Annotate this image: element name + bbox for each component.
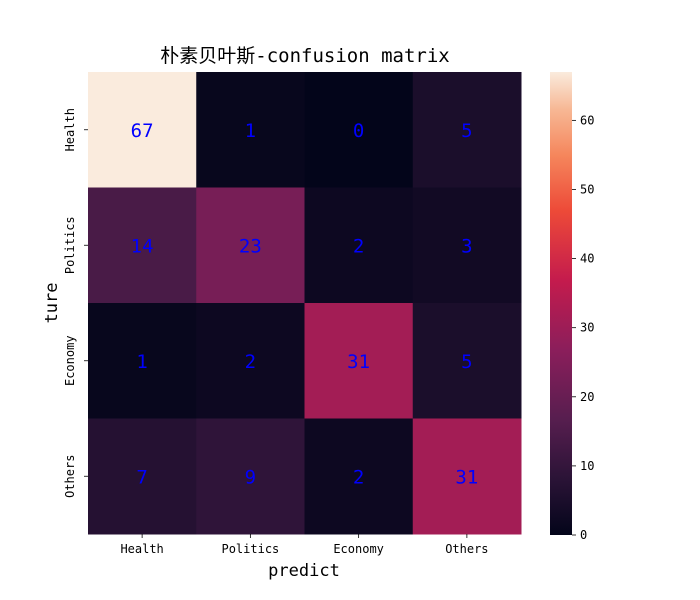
cell-value-2-3: 5	[461, 351, 472, 373]
heatmap-cell-labels: 67 1 0 514 23 2 31 2 31 57 9 2 31	[131, 120, 479, 489]
colorbar-tick-label-5: 50	[580, 182, 594, 196]
heatmap-cell-3-1	[196, 418, 305, 535]
x-axis-label: predict	[268, 561, 340, 581]
colorbar-tick-label-0: 0	[580, 528, 587, 542]
cell-value-0-0: 67	[131, 120, 154, 142]
colorbar-tick-label-4: 40	[580, 252, 594, 266]
heatmap-cells	[88, 72, 522, 535]
x-tick-label-3: Others	[445, 542, 488, 556]
colorbar-tick-label-2: 20	[580, 390, 594, 404]
x-axis-ticks: Health Politics Economy Others	[120, 534, 489, 556]
y-axis-label: ture	[42, 283, 62, 324]
x-tick-label-1: Politics	[221, 542, 279, 556]
heatmap-cell-0-3	[412, 72, 522, 188]
heatmap-cell-2-0	[88, 303, 197, 419]
cell-value-3-0: 7	[136, 466, 147, 488]
heatmap-cell-0-2	[304, 72, 414, 188]
cell-value-1-1: 23	[239, 235, 262, 257]
y-tick-label-2: Economy	[63, 335, 77, 386]
cell-value-0-1: 1	[245, 120, 256, 142]
cell-value-2-2: 31	[347, 351, 370, 373]
cell-value-2-0: 1	[136, 351, 147, 373]
heatmap-cell-1-3	[412, 187, 522, 304]
colorbar-tick-label-6: 60	[580, 113, 594, 127]
heatmap-cell-1-1	[196, 187, 305, 304]
heatmap-cell-2-1	[196, 303, 305, 419]
cell-value-1-0: 14	[131, 235, 154, 257]
y-tick-label-1: Politics	[63, 216, 77, 274]
heatmap-cell-2-3	[412, 303, 522, 419]
heatmap-cell-2-2	[304, 303, 414, 419]
heatmap-cell-0-0	[88, 72, 197, 188]
cell-value-3-3: 31	[455, 466, 478, 488]
cell-value-0-3: 5	[461, 120, 472, 142]
cell-value-2-1: 2	[245, 351, 256, 373]
colorbar	[550, 72, 572, 535]
y-tick-label-0: Health	[63, 108, 77, 151]
heatmap-cell-1-2	[304, 187, 414, 304]
heatmap-cell-3-2	[304, 418, 414, 535]
heatmap-cell-1-0	[88, 187, 197, 304]
x-tick-label-0: Health	[120, 542, 163, 556]
x-tick-label-2: Economy	[333, 542, 384, 556]
chart-title: 朴素贝叶斯-confusion matrix	[160, 45, 449, 67]
cell-value-3-1: 9	[245, 466, 256, 488]
colorbar-tick-label-1: 10	[580, 459, 594, 473]
colorbar-tick-label-3: 30	[580, 321, 594, 335]
cell-value-0-2: 0	[353, 120, 364, 142]
cell-value-3-2: 2	[353, 466, 364, 488]
heatmap-cell-3-3	[412, 418, 522, 535]
y-tick-label-3: Others	[63, 455, 77, 498]
cell-value-1-3: 3	[461, 235, 472, 257]
y-axis-ticks: Health Politics Economy Others	[63, 108, 88, 498]
heatmap-cell-0-1	[196, 72, 305, 188]
colorbar-ticks: 0 10 20 30 40 50 60	[572, 113, 594, 542]
heatmap-cell-3-0	[88, 418, 197, 535]
cell-value-1-2: 2	[353, 235, 364, 257]
